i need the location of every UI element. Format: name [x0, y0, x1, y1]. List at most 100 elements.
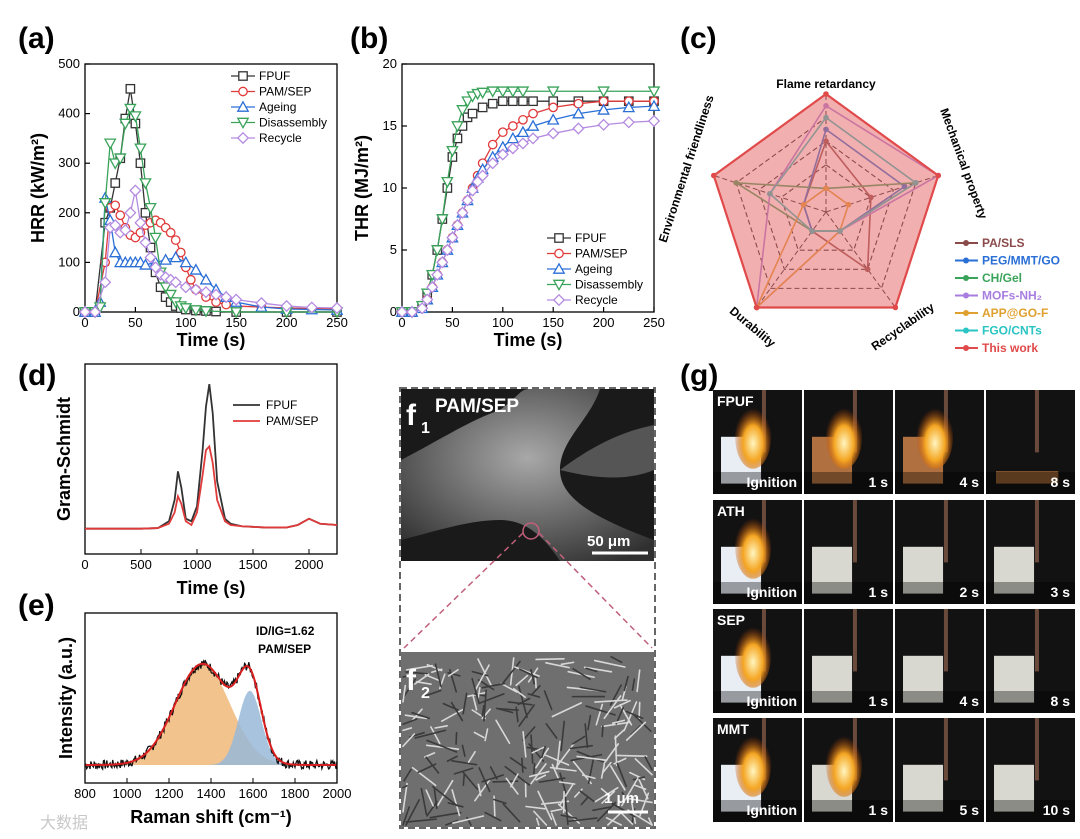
fiber — [436, 779, 454, 807]
fiber — [501, 660, 521, 685]
data-point — [88, 305, 102, 319]
flame — [735, 732, 772, 797]
fiber — [425, 756, 440, 774]
fiber — [452, 815, 485, 824]
legend-label: FPUF — [575, 231, 606, 245]
data-point — [431, 268, 444, 281]
series-Recycle — [395, 114, 661, 319]
zoom-line-left — [403, 532, 524, 649]
data-point — [189, 305, 203, 317]
legend-label: FGO/CNTs — [982, 324, 1042, 338]
data-point — [597, 86, 610, 98]
fiber — [632, 776, 646, 781]
caption-backdrop — [804, 582, 893, 604]
fiber — [611, 719, 626, 724]
fiber — [416, 681, 432, 685]
data-point — [179, 281, 192, 294]
legend-label: Ageing — [259, 100, 296, 114]
legend-marker — [963, 240, 969, 246]
data-point — [199, 286, 213, 299]
data-point — [647, 99, 661, 112]
data-point — [169, 250, 183, 263]
fiber — [593, 659, 626, 668]
fiber — [585, 667, 598, 673]
data-point — [487, 98, 498, 109]
data-point — [108, 158, 122, 170]
fiber — [534, 676, 537, 689]
caption-backdrop — [713, 691, 802, 713]
data-point — [209, 288, 223, 301]
data-point — [486, 157, 499, 170]
zoom-region — [522, 522, 540, 540]
data-point — [446, 231, 459, 244]
fiber — [484, 728, 489, 742]
sample-label: FPUF — [717, 393, 754, 409]
data-point — [508, 121, 518, 131]
data-point — [497, 127, 508, 138]
data-point — [516, 86, 530, 98]
fiber — [614, 735, 618, 766]
data-point — [134, 143, 147, 155]
data-point — [124, 103, 137, 116]
radar-axis-label: Mechanical property — [937, 106, 990, 221]
legend-label: FPUF — [259, 69, 290, 83]
fiber — [620, 812, 634, 825]
panel-label-d: (d) — [18, 359, 56, 392]
f1-label: f — [406, 399, 417, 432]
caption-backdrop — [895, 691, 984, 713]
data-point — [476, 87, 489, 100]
time-label: Ignition — [746, 584, 797, 600]
fiber — [601, 790, 616, 804]
fiber — [603, 695, 622, 720]
data-point — [330, 301, 344, 315]
y-tick-label: 500 — [58, 56, 80, 71]
data-point — [124, 206, 137, 219]
fiber — [636, 669, 641, 693]
fiber — [594, 786, 619, 803]
fiber — [623, 675, 629, 692]
data-point — [103, 138, 117, 150]
data-point — [395, 305, 409, 319]
fiber — [405, 671, 429, 675]
fiber — [473, 731, 485, 739]
chart-a: 0 50 100 150 200 250 0 100 200 300 400 500 Time (s) H… — [28, 56, 348, 350]
flame — [826, 732, 863, 797]
foam-sample — [812, 546, 853, 594]
fiber — [510, 773, 519, 788]
data-point — [169, 276, 182, 289]
data-point — [229, 307, 243, 319]
fiber — [616, 762, 628, 788]
data-point — [78, 305, 92, 319]
fiber — [594, 699, 628, 703]
data-point — [119, 118, 132, 131]
fiber — [440, 708, 464, 722]
sample-label: SEP — [717, 612, 745, 628]
fiber — [600, 787, 611, 797]
fiber — [450, 701, 464, 722]
fiber — [633, 784, 647, 791]
fiber — [530, 668, 535, 685]
fiber — [471, 709, 486, 720]
flame — [735, 514, 772, 579]
x-tick-label: 1800 — [281, 786, 310, 801]
panel-label-a: (a) — [18, 22, 55, 55]
fiber — [481, 704, 485, 717]
fiber — [543, 754, 570, 766]
x-tick-label: 800 — [74, 786, 96, 801]
time-label: 10 s — [1043, 802, 1070, 818]
fiber — [495, 719, 511, 745]
fiber — [631, 678, 636, 691]
foam-sample — [994, 546, 1035, 594]
time-label: Ignition — [746, 474, 797, 490]
burn-row-ATH: Ignition 1 s 2 s 3 s ATH — [713, 500, 1075, 604]
fiber — [420, 787, 428, 816]
legend-marker — [963, 257, 969, 264]
fiber — [545, 723, 558, 739]
data-point — [518, 96, 528, 107]
fiber — [509, 757, 527, 770]
flame — [826, 404, 863, 469]
data-point — [526, 132, 540, 145]
data-point — [139, 258, 152, 270]
